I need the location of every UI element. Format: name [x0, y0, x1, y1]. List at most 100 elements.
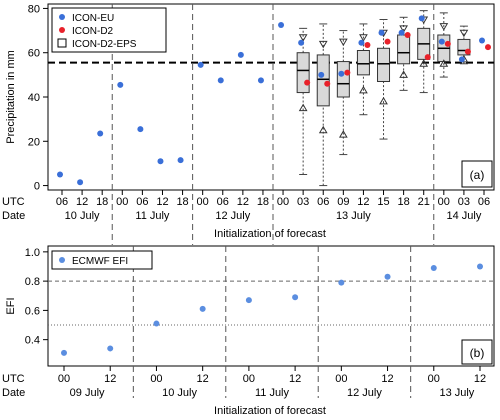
icon-eu-point [358, 39, 365, 46]
eps-box-body [397, 34, 411, 65]
eps-high-marker [399, 25, 408, 33]
utc-slot-label: 00 [58, 373, 70, 385]
icon-eu-point [97, 130, 104, 137]
y-tick-label: 80 [28, 3, 40, 15]
utc-slot-label: 06 [217, 196, 229, 208]
icon-eu-point [338, 70, 345, 77]
utc-slot-label: 00 [277, 196, 289, 208]
y-tick-label: 0.6 [25, 305, 40, 317]
date-group-label: 12 July [347, 387, 382, 399]
utc-slot-label: 00 [335, 373, 347, 385]
utc-slot-label: 06 [478, 196, 490, 208]
eps-box [417, 10, 431, 94]
legend-marker [59, 27, 65, 33]
legend-marker [57, 38, 67, 48]
y-tick-label: 1.0 [25, 247, 40, 259]
date-group-label: 14 July [446, 210, 481, 222]
legend-frame [51, 7, 167, 53]
eps-box-body [377, 47, 391, 82]
eps-box-body [316, 54, 330, 107]
efi-point [61, 349, 67, 356]
eps-high-marker [318, 40, 328, 49]
efi-point [338, 279, 345, 286]
date-group-label: 11 July [255, 387, 290, 399]
icon-d2-point [324, 80, 331, 87]
eps-low-marker [298, 103, 308, 112]
panel-label: (a) [470, 168, 485, 182]
eps-box [377, 19, 391, 140]
utc-slot-label: 00 [438, 196, 450, 208]
utc-slot-label: 00 [116, 196, 128, 208]
legend-label: ICON-EU [72, 13, 114, 24]
utc-slot-label: 18 [96, 196, 108, 208]
legend-frame [51, 250, 153, 270]
y-tick-label: 60 [28, 48, 40, 60]
icon-eu-point [177, 157, 184, 164]
eps-box-body [296, 52, 310, 94]
eps-box-body [356, 50, 370, 76]
legend-marker [59, 257, 65, 263]
efi-point [384, 273, 391, 280]
y-tick-label: 40 [28, 92, 40, 104]
utc-slot-label: 12 [197, 373, 209, 385]
eps-box [316, 23, 330, 187]
y-tick-label: 0.4 [25, 335, 40, 347]
icon-eu-point [77, 179, 84, 186]
icon-d2-point [444, 40, 451, 47]
icon-eu-point [438, 38, 445, 45]
legend-label: ICON-D2 [72, 26, 114, 37]
icon-d2-point [344, 69, 351, 76]
utc-slot-label: 12 [381, 373, 393, 385]
icon-eu-point [197, 61, 204, 68]
icon-eu-point [398, 29, 405, 36]
utc-slot-label: 21 [418, 196, 430, 208]
eps-high-marker [439, 23, 449, 31]
eps-high-marker [459, 29, 469, 38]
row-label-date: Date [2, 210, 25, 222]
eps-high-marker [359, 34, 368, 42]
legend-marker [59, 14, 65, 20]
eps-low-marker [359, 85, 368, 94]
icon-eu-point [298, 39, 305, 46]
utc-slot-label: 12 [104, 373, 116, 385]
icon-eu-point [137, 126, 144, 133]
efi-point [107, 345, 114, 352]
icon-d2-point [304, 79, 311, 86]
legend: ICON-EU ICON-D2 ICON-D2-EPS [51, 7, 167, 53]
eps-box [397, 16, 411, 91]
utc-slot-label: 00 [428, 373, 440, 385]
row-label-utc: UTC [2, 373, 25, 385]
panel-label: (b) [470, 346, 485, 360]
eps-low-marker [318, 125, 328, 134]
utc-slot-label: 00 [243, 373, 255, 385]
efi-point [477, 263, 483, 270]
y-tick-label: 0.8 [25, 276, 40, 288]
utc-slot-label: 12 [474, 373, 486, 385]
eps-high-marker [338, 38, 348, 47]
icon-d2-point [404, 32, 411, 38]
date-group-label: 10 July [162, 387, 197, 399]
utc-slot-label: 06 [317, 196, 329, 208]
date-group-label: 09 July [70, 387, 105, 399]
icon-eu-point [418, 15, 425, 22]
utc-slot-label: 00 [197, 196, 209, 208]
utc-slot-label: 12 [237, 196, 249, 208]
eps-low-marker [399, 70, 408, 78]
y-tick-label: 20 [28, 136, 40, 148]
eps-low-marker [379, 96, 388, 105]
eps-high-marker [298, 34, 308, 42]
icon-eu-point [157, 158, 164, 165]
icon-eu-point [318, 71, 325, 78]
panel-label-frame [461, 160, 493, 188]
y-axis-label: Precipitation in mm [5, 50, 17, 144]
utc-slot-label: 06 [136, 196, 148, 208]
utc-slot-label: 18 [257, 196, 269, 208]
eps-low-marker [419, 59, 429, 67]
x-axis-label: Initialization of forecast [214, 405, 326, 417]
utc-slot-label: 00 [150, 373, 162, 385]
efi-point [430, 264, 437, 271]
row-label-utc: UTC [2, 196, 25, 208]
date-group-label: 13 July [336, 210, 371, 222]
eps-low-marker [439, 59, 449, 67]
